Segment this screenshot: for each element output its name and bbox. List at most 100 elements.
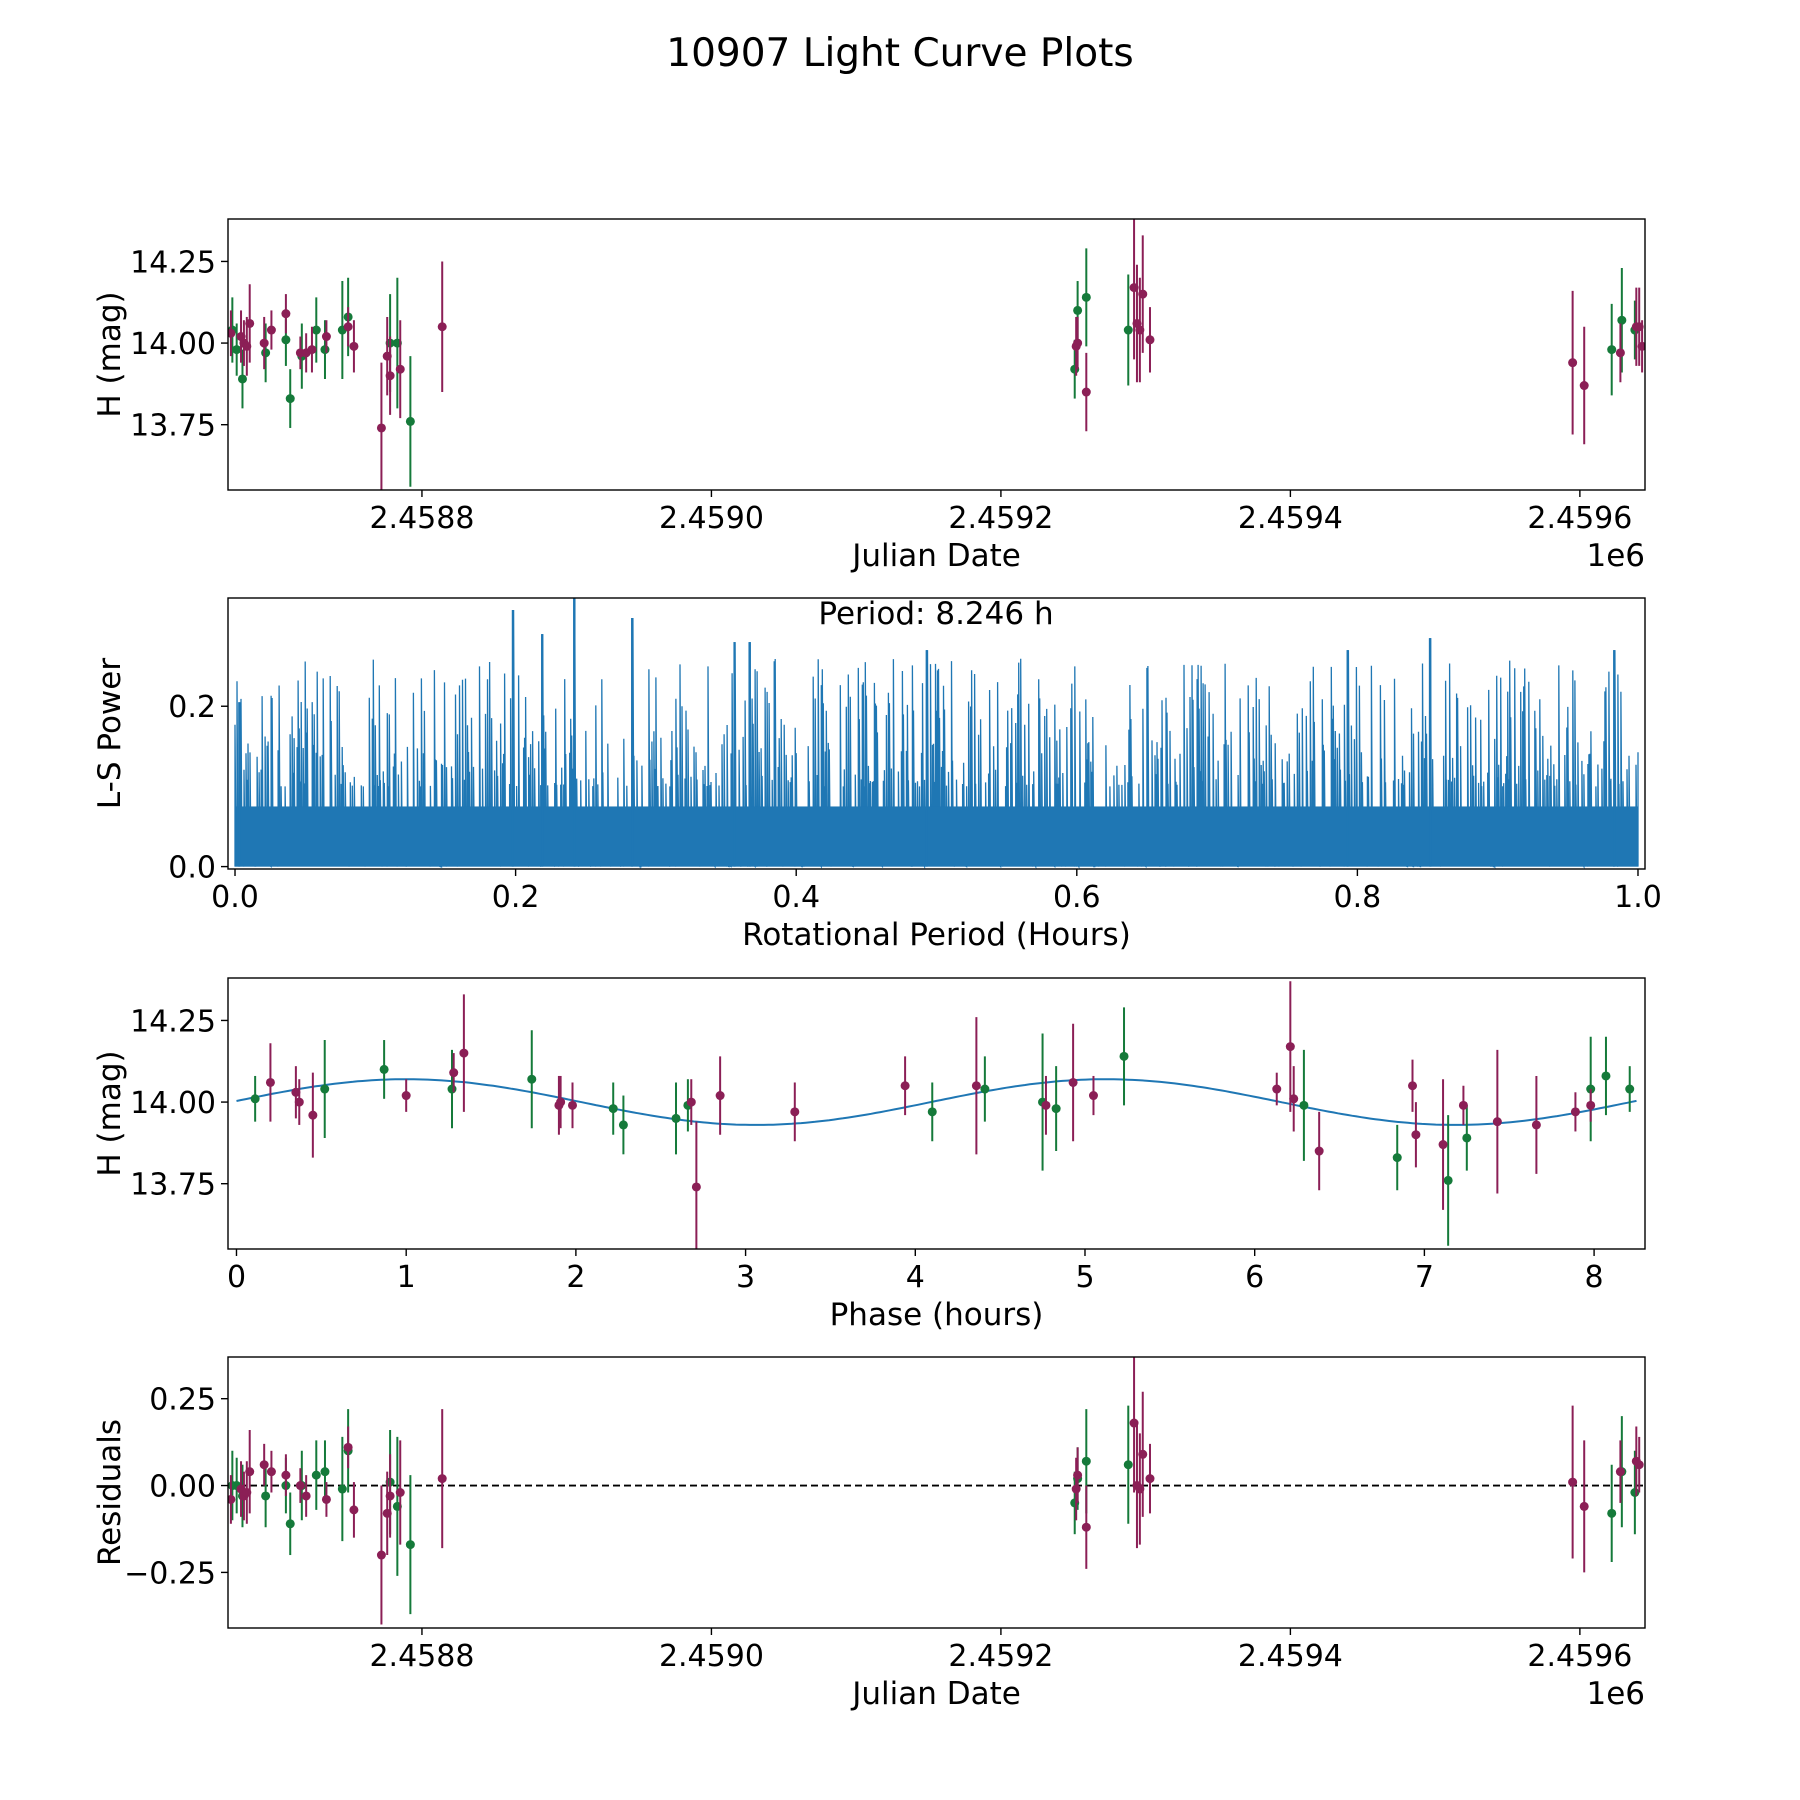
x-tick-label: 2.4592 xyxy=(948,501,1053,536)
data-point xyxy=(265,1077,275,1087)
periodogram-noise-floor xyxy=(235,806,1638,867)
data-point xyxy=(320,345,330,355)
data-point xyxy=(379,1064,389,1074)
plot-area xyxy=(228,219,1645,490)
data-point xyxy=(1081,387,1091,397)
periodogram-panel: 0.0 0.2 0.4 0.6 0.8 1.0 0.0 0.2 Rotational Perio… xyxy=(92,596,1662,953)
data-point xyxy=(343,1442,353,1452)
data-point xyxy=(1145,1474,1155,1484)
data-point xyxy=(1607,345,1617,355)
data-point xyxy=(1051,1104,1061,1114)
plot-area xyxy=(228,1357,1645,1625)
data-point xyxy=(618,1120,628,1130)
plot-area xyxy=(236,981,1637,1249)
y-axis-label: H (mag) xyxy=(92,291,128,417)
data-point xyxy=(245,318,255,328)
model-fit-curve xyxy=(236,1078,1637,1126)
axes-frame xyxy=(227,977,1646,1250)
data-point xyxy=(285,394,295,404)
x-offset-label: 1e6 xyxy=(1586,538,1645,574)
data-point xyxy=(1568,1477,1578,1487)
x-axis-label: Julian Date xyxy=(850,538,1021,574)
data-point xyxy=(1586,1100,1596,1110)
x-tick-label: 4 xyxy=(906,1260,925,1295)
data-point xyxy=(1073,338,1083,348)
series-maroon xyxy=(265,981,1596,1249)
data-point xyxy=(228,1494,236,1504)
data-point xyxy=(437,1474,447,1484)
x-tick-label: 0.0 xyxy=(211,880,259,915)
data-point xyxy=(308,1110,318,1120)
y-tick-label: 13.75 xyxy=(130,1168,216,1203)
data-point xyxy=(250,1094,260,1104)
y-axis-label: H (mag) xyxy=(92,1050,128,1176)
data-point xyxy=(1272,1084,1282,1094)
data-point xyxy=(1289,1094,1299,1104)
data-point xyxy=(385,1491,395,1501)
data-point xyxy=(1568,358,1578,368)
data-point xyxy=(311,325,321,335)
data-point xyxy=(337,1484,347,1494)
data-point xyxy=(1081,1522,1091,1532)
data-point xyxy=(1634,1460,1644,1470)
series-green xyxy=(228,1405,1640,1615)
data-point xyxy=(307,345,317,355)
y-tick-label: 13.75 xyxy=(130,409,216,444)
data-point xyxy=(281,1470,291,1480)
data-point xyxy=(281,309,291,319)
data-point xyxy=(320,1467,330,1477)
residuals-panel: 2.4588 2.4590 2.4592 2.4594 2.4596 −0.25 0.00 0… xyxy=(92,1356,1646,1712)
data-point xyxy=(1392,1153,1402,1163)
x-tick-label: 6 xyxy=(1245,1260,1264,1295)
data-point xyxy=(1438,1140,1448,1150)
x-tick-label: 2.4596 xyxy=(1527,1639,1632,1674)
data-point xyxy=(405,1540,415,1550)
x-tick-label: 0.6 xyxy=(1053,880,1101,915)
data-point xyxy=(1462,1133,1472,1143)
y-tick-label: 0.00 xyxy=(149,1470,216,1505)
data-point xyxy=(715,1091,725,1101)
x-tick-label: 2 xyxy=(566,1260,585,1295)
x-axis-label: Julian Date xyxy=(850,1676,1021,1712)
axes-frame xyxy=(227,597,1646,870)
data-point xyxy=(1607,1508,1617,1518)
data-point xyxy=(259,338,269,348)
data-point xyxy=(1088,1091,1098,1101)
data-point xyxy=(1637,341,1645,351)
x-tick-label: 0.4 xyxy=(772,880,820,915)
series-green xyxy=(228,248,1640,487)
y-tick-label: 0.0 xyxy=(168,851,216,886)
data-point xyxy=(971,1081,981,1091)
data-point xyxy=(1615,348,1625,358)
data-point xyxy=(266,325,276,335)
x-axis-label: Phase (hours) xyxy=(830,1297,1044,1333)
y-tick-label: 0.2 xyxy=(168,690,216,725)
data-point xyxy=(261,348,271,358)
data-point xyxy=(245,1467,255,1477)
data-point xyxy=(395,364,405,374)
data-point xyxy=(1579,1501,1589,1511)
data-point xyxy=(1492,1117,1502,1127)
data-point xyxy=(556,1097,566,1107)
data-point xyxy=(1041,1100,1051,1110)
y-axis-label: Residuals xyxy=(92,1419,128,1566)
phased-curve-panel: 0 1 2 3 4 5 6 7 8 13.75 14.00 14.25 Phase (hours) H (… xyxy=(92,977,1646,1333)
data-point xyxy=(1081,292,1091,302)
x-axis-label: Rotational Period (Hours) xyxy=(742,917,1131,953)
data-point xyxy=(291,1087,301,1097)
data-point xyxy=(1617,315,1627,325)
figure-title: 10907 Light Curve Plots xyxy=(666,31,1133,76)
data-point xyxy=(281,335,291,345)
data-point xyxy=(232,345,242,355)
data-point xyxy=(1073,1470,1083,1480)
data-point xyxy=(1531,1120,1541,1130)
data-point xyxy=(1073,305,1083,315)
y-axis-label: L-S Power xyxy=(92,658,128,809)
data-point xyxy=(1443,1175,1453,1185)
data-point xyxy=(1579,381,1589,391)
data-point xyxy=(980,1084,990,1094)
axes-frame xyxy=(227,218,1646,491)
data-point xyxy=(1145,335,1155,345)
data-point xyxy=(376,423,386,433)
data-point xyxy=(1138,1449,1148,1459)
